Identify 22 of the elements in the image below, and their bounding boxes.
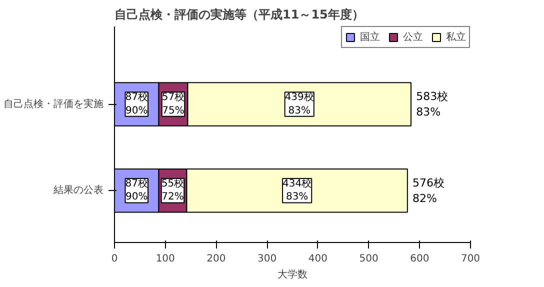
chart-title: 自己点検・評価の実施等（平成11～15年度）: [114, 8, 364, 22]
data-label: 57校 75%: [162, 91, 185, 116]
data-label: 434校 83%: [282, 178, 312, 203]
y-tick-label: 結果の公表: [52, 184, 104, 196]
data-label: 55校 72%: [161, 178, 184, 203]
legend-label: 国立: [360, 30, 380, 44]
x-tick-label: 600: [410, 254, 430, 264]
x-tick-label: 200: [206, 254, 226, 264]
y-tick-label: 自己点検・評価を実施: [4, 98, 104, 110]
x-tick-label: 100: [156, 254, 175, 264]
total-label: 583校 83%: [416, 90, 448, 119]
data-label: 87校 90%: [125, 91, 148, 116]
x-tick-label: 500: [359, 254, 378, 264]
x-tick-label: 0: [111, 254, 118, 264]
legend-label: 公立: [403, 30, 423, 44]
x-tick-label: 300: [258, 254, 277, 264]
data-label: 87校 90%: [125, 178, 148, 203]
x-tick-label: 700: [460, 254, 480, 264]
total-label: 576校 82%: [412, 176, 445, 205]
legend-label: 私立: [446, 30, 466, 44]
x-axis-title: 大学数: [278, 268, 308, 280]
x-tick-label: 400: [308, 254, 328, 264]
